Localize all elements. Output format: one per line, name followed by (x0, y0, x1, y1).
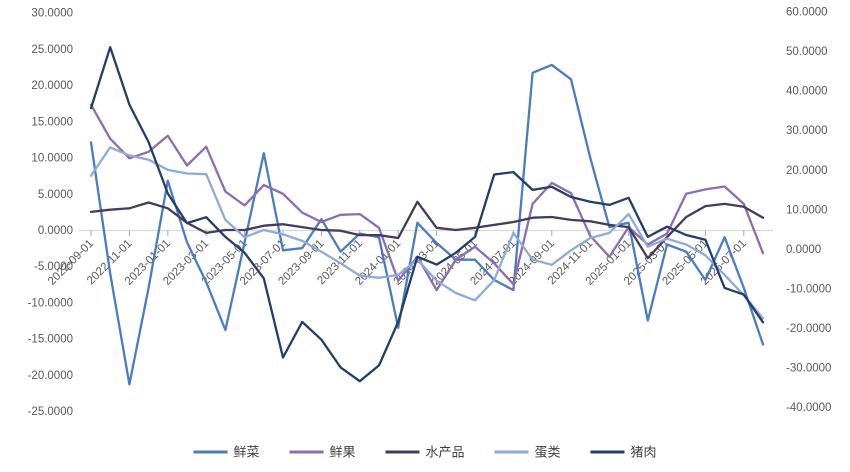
left-axis-tick-label: -20.0000 (28, 370, 73, 382)
right-axis-tick-label: -30.0000 (786, 362, 831, 374)
left-axis-tick-label: 30.0000 (31, 8, 73, 20)
right-axis-tick-label: 60.0000 (786, 7, 828, 19)
left-axis-tick-label: 25.0000 (31, 44, 73, 56)
left-axis-tick-label: 10.0000 (31, 153, 73, 165)
right-axis-tick-label: 10.0000 (786, 204, 828, 216)
right-axis-tick-label: 40.0000 (786, 86, 828, 98)
right-axis-tick-label: 20.0000 (786, 165, 828, 177)
legend-item-猪肉: 猪肉 (590, 445, 657, 460)
legend-item-蛋类: 蛋类 (494, 445, 561, 460)
legend-item-鲜菜: 鲜菜 (193, 445, 260, 460)
legend-label: 鲜果 (330, 445, 356, 460)
series-line-水产品 (89, 200, 765, 260)
series-line-鲜菜 (89, 63, 765, 386)
right-axis-tick-label: -20.0000 (786, 323, 831, 335)
left-axis-tick-label: 15.0000 (31, 116, 73, 128)
right-axis-tick-label: 30.0000 (786, 125, 828, 137)
legend-label: 水产品 (426, 445, 465, 460)
right-axis-tick-label: 50.0000 (786, 46, 828, 58)
series-line-蛋类 (89, 146, 765, 320)
right-axis-tick-label: -40.0000 (786, 402, 831, 414)
legend-label: 鲜菜 (234, 445, 260, 460)
left-axis-tick-label: -5.0000 (34, 261, 73, 273)
left-axis-tick-label: 20.0000 (31, 80, 73, 92)
left-axis-tick-label: 0.0000 (38, 225, 73, 237)
left-axis-tick-label: -15.0000 (28, 334, 73, 346)
legend-item-鲜果: 鲜果 (289, 445, 356, 460)
legend-label: 蛋类 (535, 445, 561, 460)
right-axis-tick-label: -10.0000 (786, 283, 831, 295)
legend-label: 猪肉 (631, 445, 657, 460)
left-axis-tick-label: -10.0000 (28, 297, 73, 309)
series-line-猪肉 (89, 46, 765, 383)
right-axis-tick-label: 0.0000 (786, 244, 821, 256)
series-line-鲜果 (89, 103, 765, 292)
left-axis-tick-label: 5.0000 (38, 189, 73, 201)
legend-item-水产品: 水产品 (385, 445, 465, 460)
left-axis-tick-label: -25.0000 (28, 406, 73, 418)
